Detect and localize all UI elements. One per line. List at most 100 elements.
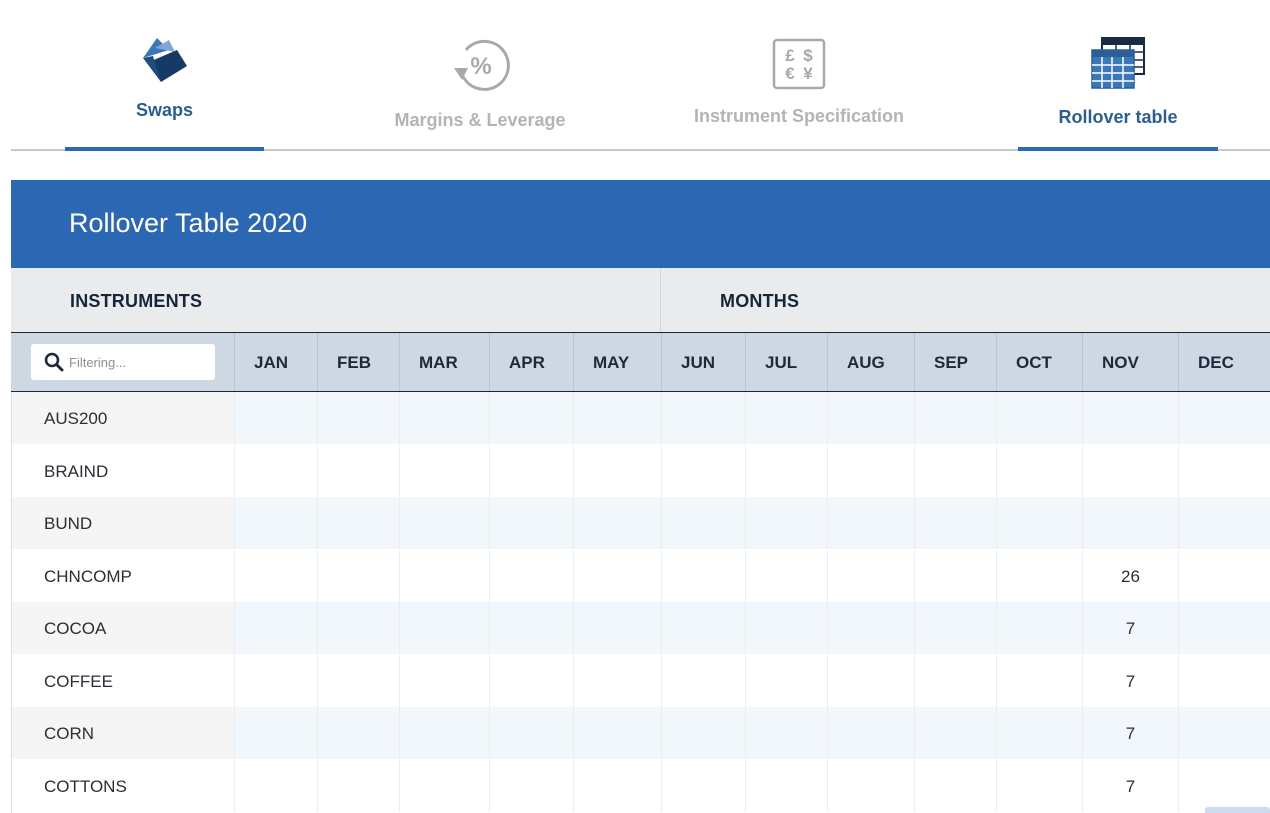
- instrument-cell: BUND: [11, 497, 234, 549]
- month-cell: [661, 549, 745, 602]
- column-header-jan[interactable]: JAN: [234, 333, 317, 391]
- column-header-feb[interactable]: FEB: [317, 333, 399, 391]
- month-cell: [573, 549, 661, 602]
- table-group-header: INSTRUMENTS MONTHS: [11, 268, 1270, 333]
- tab-bar: Swaps % Margins & Leverage £ $ € ¥ Instr…: [0, 0, 1270, 152]
- column-header-jun[interactable]: JUN: [661, 333, 745, 391]
- month-cell: [996, 549, 1082, 602]
- percent-cycle-icon: %: [454, 39, 510, 91]
- month-cell: [1178, 759, 1270, 812]
- instrument-name: BUND: [44, 514, 93, 533]
- month-cell: [1178, 654, 1270, 707]
- month-cell: [827, 602, 914, 654]
- month-cell: [827, 549, 914, 602]
- month-label: FEB: [337, 353, 371, 372]
- month-cell: [996, 392, 1082, 444]
- instrument-cell: BRAIND: [11, 444, 234, 497]
- instrument-name: CHNCOMP: [44, 566, 132, 586]
- tab-swaps[interactable]: Swaps: [65, 0, 264, 152]
- table-row: COCOA 7: [11, 602, 1270, 654]
- column-header-jul[interactable]: JUL: [745, 333, 827, 391]
- month-cell: [1178, 497, 1270, 549]
- month-cell: [1082, 392, 1178, 444]
- panel-title: Rollover Table 2020: [69, 208, 308, 238]
- tab-swaps-underline: [65, 147, 264, 151]
- month-label: NOV: [1102, 353, 1139, 372]
- month-cell: [399, 602, 489, 654]
- column-header-mar[interactable]: MAR: [399, 333, 489, 391]
- month-cell: [661, 654, 745, 707]
- month-cell: [489, 392, 573, 444]
- month-cell: [489, 549, 573, 602]
- month-cell: [234, 759, 317, 812]
- table-left-border: [11, 392, 12, 813]
- month-cell: [914, 444, 996, 497]
- instrument-cell: CORN: [11, 707, 234, 759]
- table-row: CORN 7: [11, 707, 1270, 759]
- svg-text:€: €: [785, 64, 795, 83]
- month-cell: [399, 549, 489, 602]
- month-cell: [1178, 444, 1270, 497]
- month-cell: 7: [1082, 759, 1178, 812]
- months-heading: MONTHS: [720, 291, 800, 311]
- tab-instrument-specification[interactable]: £ $ € ¥ Instrument Specification: [680, 0, 918, 152]
- column-header-nov[interactable]: NOV: [1082, 333, 1178, 391]
- month-label: JAN: [254, 353, 289, 372]
- month-cell: [1082, 497, 1178, 549]
- month-cell: [996, 497, 1082, 549]
- rollover-table-body: AUS200 BRAIND BUND CHNCOMP 26 COCOA 7 COFFEE 7 CO…: [11, 392, 1270, 813]
- month-cell: [661, 392, 745, 444]
- filter-input[interactable]: [69, 351, 209, 373]
- month-cell: [573, 602, 661, 654]
- month-cell: [234, 602, 317, 654]
- month-cell: [745, 654, 827, 707]
- tab-bar-divider: [11, 149, 1270, 151]
- month-cell: [914, 707, 996, 759]
- instruments-heading: INSTRUMENTS: [70, 291, 203, 311]
- tab-margins-leverage[interactable]: % Margins & Leverage: [380, 0, 580, 152]
- month-cell: [573, 497, 661, 549]
- month-cell: [573, 707, 661, 759]
- column-header-dec[interactable]: DEC: [1178, 333, 1270, 391]
- month-cell: [234, 444, 317, 497]
- month-cell: [489, 654, 573, 707]
- month-cell: [996, 602, 1082, 654]
- tab-rollover-table[interactable]: Rollover table: [1018, 0, 1218, 152]
- rollover-value: 7: [1125, 776, 1136, 796]
- tab-margins-leverage-label: Margins & Leverage: [394, 110, 566, 130]
- month-cell: [827, 392, 914, 444]
- month-label: MAR: [419, 353, 458, 372]
- svg-text:$: $: [803, 46, 813, 65]
- column-header-aug[interactable]: AUG: [827, 333, 914, 391]
- horizontal-scrollbar-thumb[interactable]: [1205, 807, 1270, 813]
- month-cell: [317, 707, 399, 759]
- table-row: CHNCOMP 26: [11, 549, 1270, 602]
- month-cell: [489, 497, 573, 549]
- month-cell: [661, 707, 745, 759]
- month-label: JUN: [681, 353, 716, 372]
- month-cell: [827, 759, 914, 812]
- month-cell: [745, 444, 827, 497]
- month-cell: [317, 654, 399, 707]
- instrument-name: CORN: [44, 724, 95, 743]
- table-row: COTTONS 7: [11, 759, 1270, 812]
- month-label: AUG: [847, 353, 885, 372]
- column-header-oct[interactable]: OCT: [996, 333, 1082, 391]
- column-header-may[interactable]: MAY: [573, 333, 661, 391]
- svg-text:%: %: [470, 53, 491, 80]
- month-cell: [914, 497, 996, 549]
- month-cell: [661, 759, 745, 812]
- month-cell: [914, 654, 996, 707]
- month-cell: [399, 707, 489, 759]
- month-cell: [661, 444, 745, 497]
- column-header-apr[interactable]: APR: [489, 333, 573, 391]
- svg-text:£: £: [785, 46, 795, 65]
- month-cell: [745, 549, 827, 602]
- month-cell: [317, 602, 399, 654]
- swaps-arrows-icon: [142, 38, 187, 82]
- month-cell: [399, 444, 489, 497]
- column-header-sep[interactable]: SEP: [914, 333, 996, 391]
- month-cell: [1082, 444, 1178, 497]
- month-cell: [317, 759, 399, 812]
- instrument-cell: AUS200: [11, 392, 234, 444]
